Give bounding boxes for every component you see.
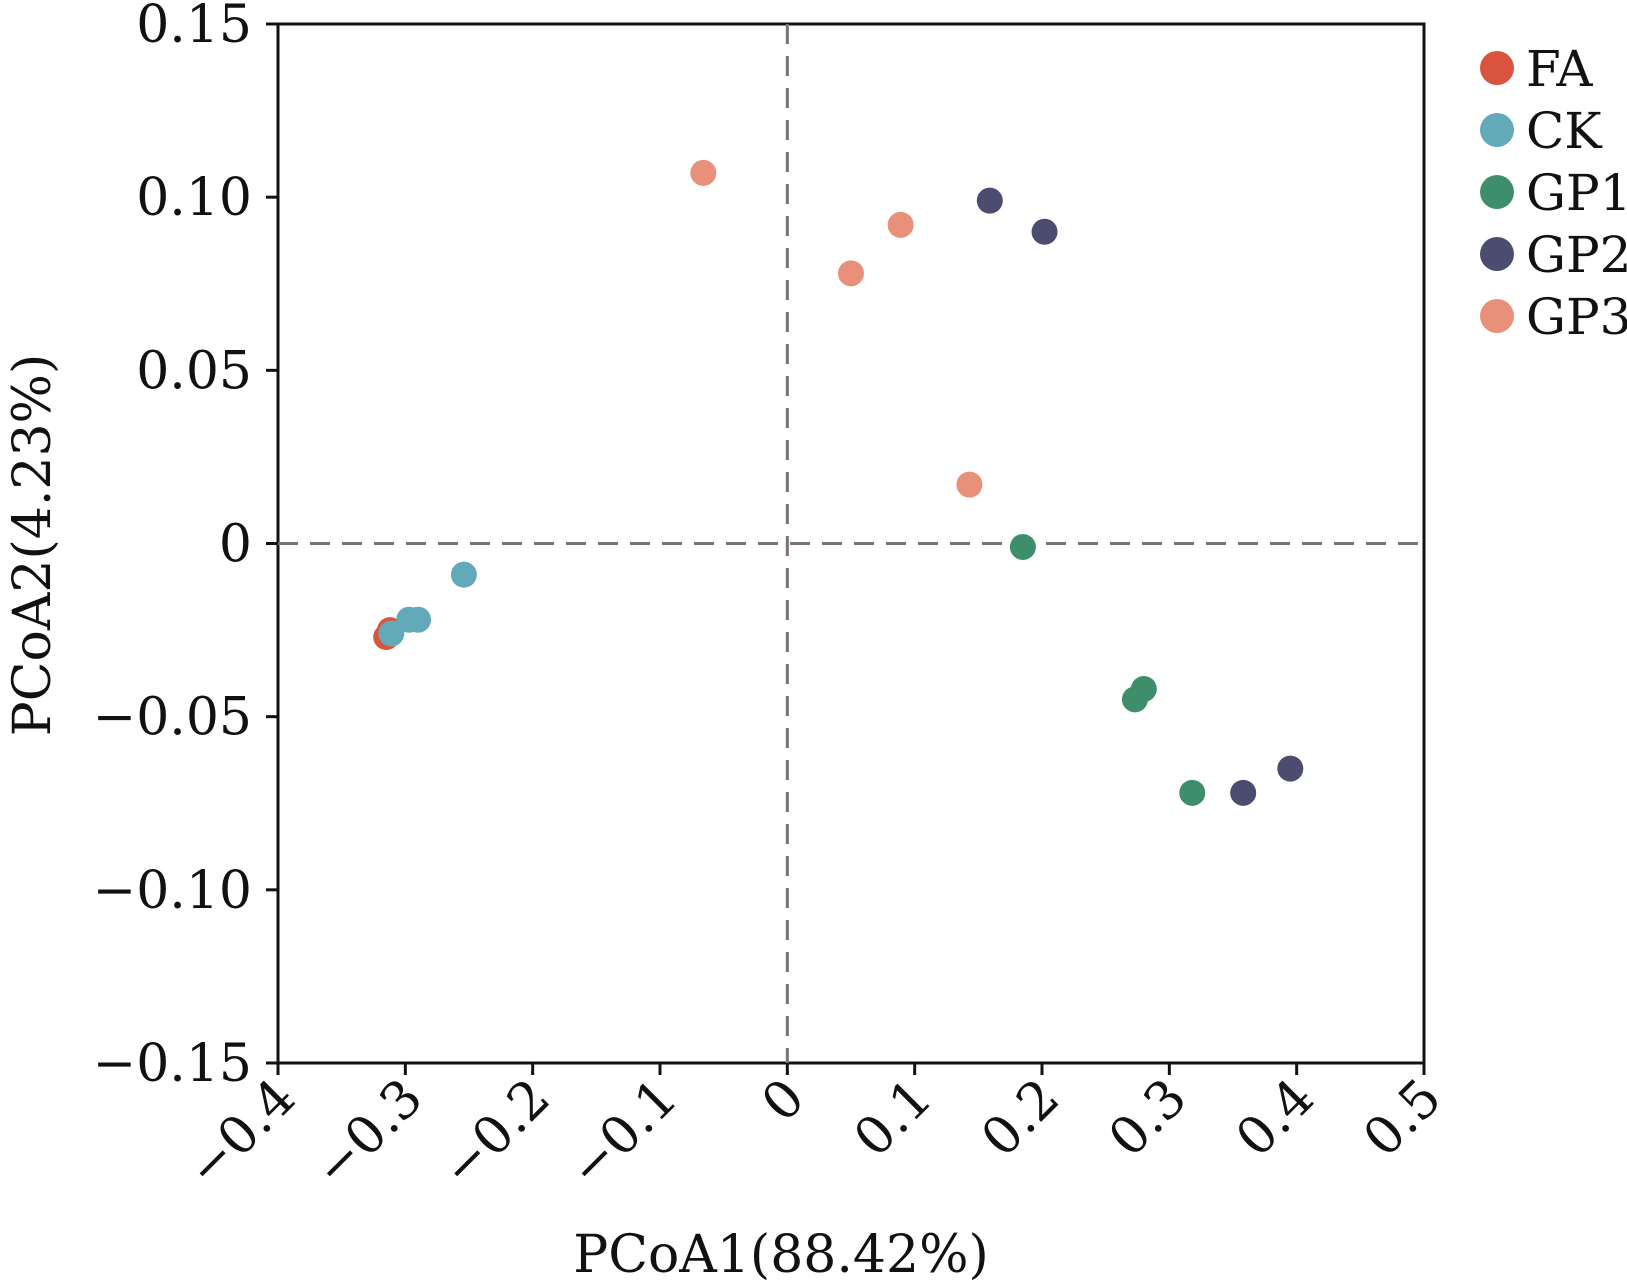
point-gp2 xyxy=(1277,755,1304,782)
point-ck xyxy=(450,561,477,588)
x-tick-label: −0.1 xyxy=(557,1068,689,1200)
y-tick-label: −0.15 xyxy=(93,1034,252,1094)
point-ck xyxy=(378,620,405,647)
legend-label-fa: FA xyxy=(1526,40,1593,98)
point-gp3 xyxy=(690,159,717,186)
y-tick-label: 0.05 xyxy=(136,341,252,401)
legend-label-gp3: GP3 xyxy=(1526,288,1627,346)
point-gp1 xyxy=(1179,779,1206,806)
point-gp2 xyxy=(1230,779,1257,806)
data-points xyxy=(373,159,1304,806)
legend-marker-gp2 xyxy=(1480,237,1514,271)
x-axis-title: PCoA1(88.42%) xyxy=(573,1225,989,1280)
x-tick-label: 0.2 xyxy=(970,1068,1071,1169)
x-tick-label: 0.5 xyxy=(1352,1068,1453,1169)
x-tick-label: 0.1 xyxy=(843,1068,944,1169)
y-axis-title: PCoA2(4.23%) xyxy=(3,354,63,736)
legend-marker-gp1 xyxy=(1480,175,1514,209)
x-tick-label: 0.3 xyxy=(1098,1068,1199,1169)
reference-lines xyxy=(278,24,1424,1063)
legend-label-gp2: GP2 xyxy=(1526,226,1627,284)
y-tick-label: 0.10 xyxy=(136,168,252,228)
legend-marker-gp3 xyxy=(1480,299,1514,333)
y-tick-label: −0.05 xyxy=(93,688,252,748)
x-axis: −0.4−0.3−0.2−0.1 0 0.1 0.2 0.3 0.4 0.5 xyxy=(175,1063,1453,1199)
y-tick-label: 0 xyxy=(219,515,252,575)
legend-label-ck: CK xyxy=(1526,102,1603,160)
point-gp2 xyxy=(1031,218,1058,245)
x-tick-label: −0.2 xyxy=(430,1068,562,1200)
legend-marker-ck xyxy=(1480,113,1514,147)
point-gp2 xyxy=(976,187,1003,214)
y-tick-label: −0.10 xyxy=(93,861,252,921)
point-gp1 xyxy=(1130,675,1157,702)
point-ck xyxy=(405,606,432,633)
point-gp3 xyxy=(838,260,864,287)
point-gp3 xyxy=(956,471,983,498)
legend-marker-fa xyxy=(1480,51,1514,85)
x-tick-label: −0.3 xyxy=(303,1068,435,1200)
point-gp1 xyxy=(1009,533,1036,560)
legend-label-gp1: GP1 xyxy=(1526,164,1627,222)
y-axis: 0.15 0.10 0.05 0 −0.05 −0.10 −0.15 xyxy=(93,0,278,1094)
x-tick-label: 0.4 xyxy=(1225,1068,1326,1169)
x-tick-label: 0 xyxy=(751,1068,817,1134)
point-gp3 xyxy=(887,211,914,238)
y-tick-label: 0.15 xyxy=(136,0,252,55)
